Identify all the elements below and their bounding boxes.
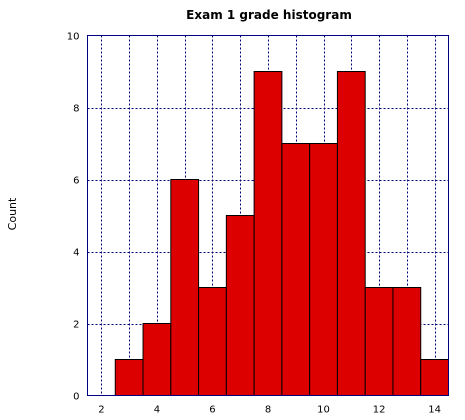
x-tick-label: 6 bbox=[209, 405, 215, 416]
x-tick-label: 14 bbox=[428, 405, 441, 416]
chart-title: Exam 1 grade histogram bbox=[186, 8, 352, 22]
x-tick-label: 2 bbox=[98, 405, 104, 416]
histogram-bar bbox=[225, 215, 255, 396]
x-tick-label: 4 bbox=[154, 405, 160, 416]
histogram-bar bbox=[114, 359, 144, 396]
y-tick-label: 2 bbox=[73, 320, 79, 331]
plot-frame bbox=[87, 35, 449, 396]
y-tick-labels: 0 2 4 6 8 10 bbox=[67, 32, 80, 403]
y-tick-label: 8 bbox=[73, 104, 79, 115]
y-axis-label: Count bbox=[6, 197, 19, 230]
histogram-bar bbox=[364, 287, 394, 396]
histogram-bar bbox=[336, 71, 366, 396]
x-tick-label: 10 bbox=[317, 405, 330, 416]
y-tick-label: 10 bbox=[67, 32, 80, 43]
histogram-bar bbox=[392, 287, 422, 396]
x-tick-label: 12 bbox=[373, 405, 386, 416]
y-tick-label: 0 bbox=[73, 392, 79, 403]
histogram-bar bbox=[142, 323, 172, 396]
bars bbox=[114, 71, 450, 396]
histogram-bar bbox=[281, 143, 311, 396]
y-tick-label: 4 bbox=[73, 248, 79, 259]
x-tick-labels: 2 4 6 8 10 12 14 bbox=[98, 405, 441, 416]
histogram-bar bbox=[420, 359, 450, 396]
x-tick-label: 8 bbox=[265, 405, 271, 416]
histogram-bar bbox=[170, 179, 200, 396]
histogram-bar bbox=[253, 71, 283, 396]
y-tick-label: 6 bbox=[73, 176, 79, 187]
histogram-bar bbox=[198, 287, 227, 396]
histogram-bar bbox=[309, 143, 338, 396]
